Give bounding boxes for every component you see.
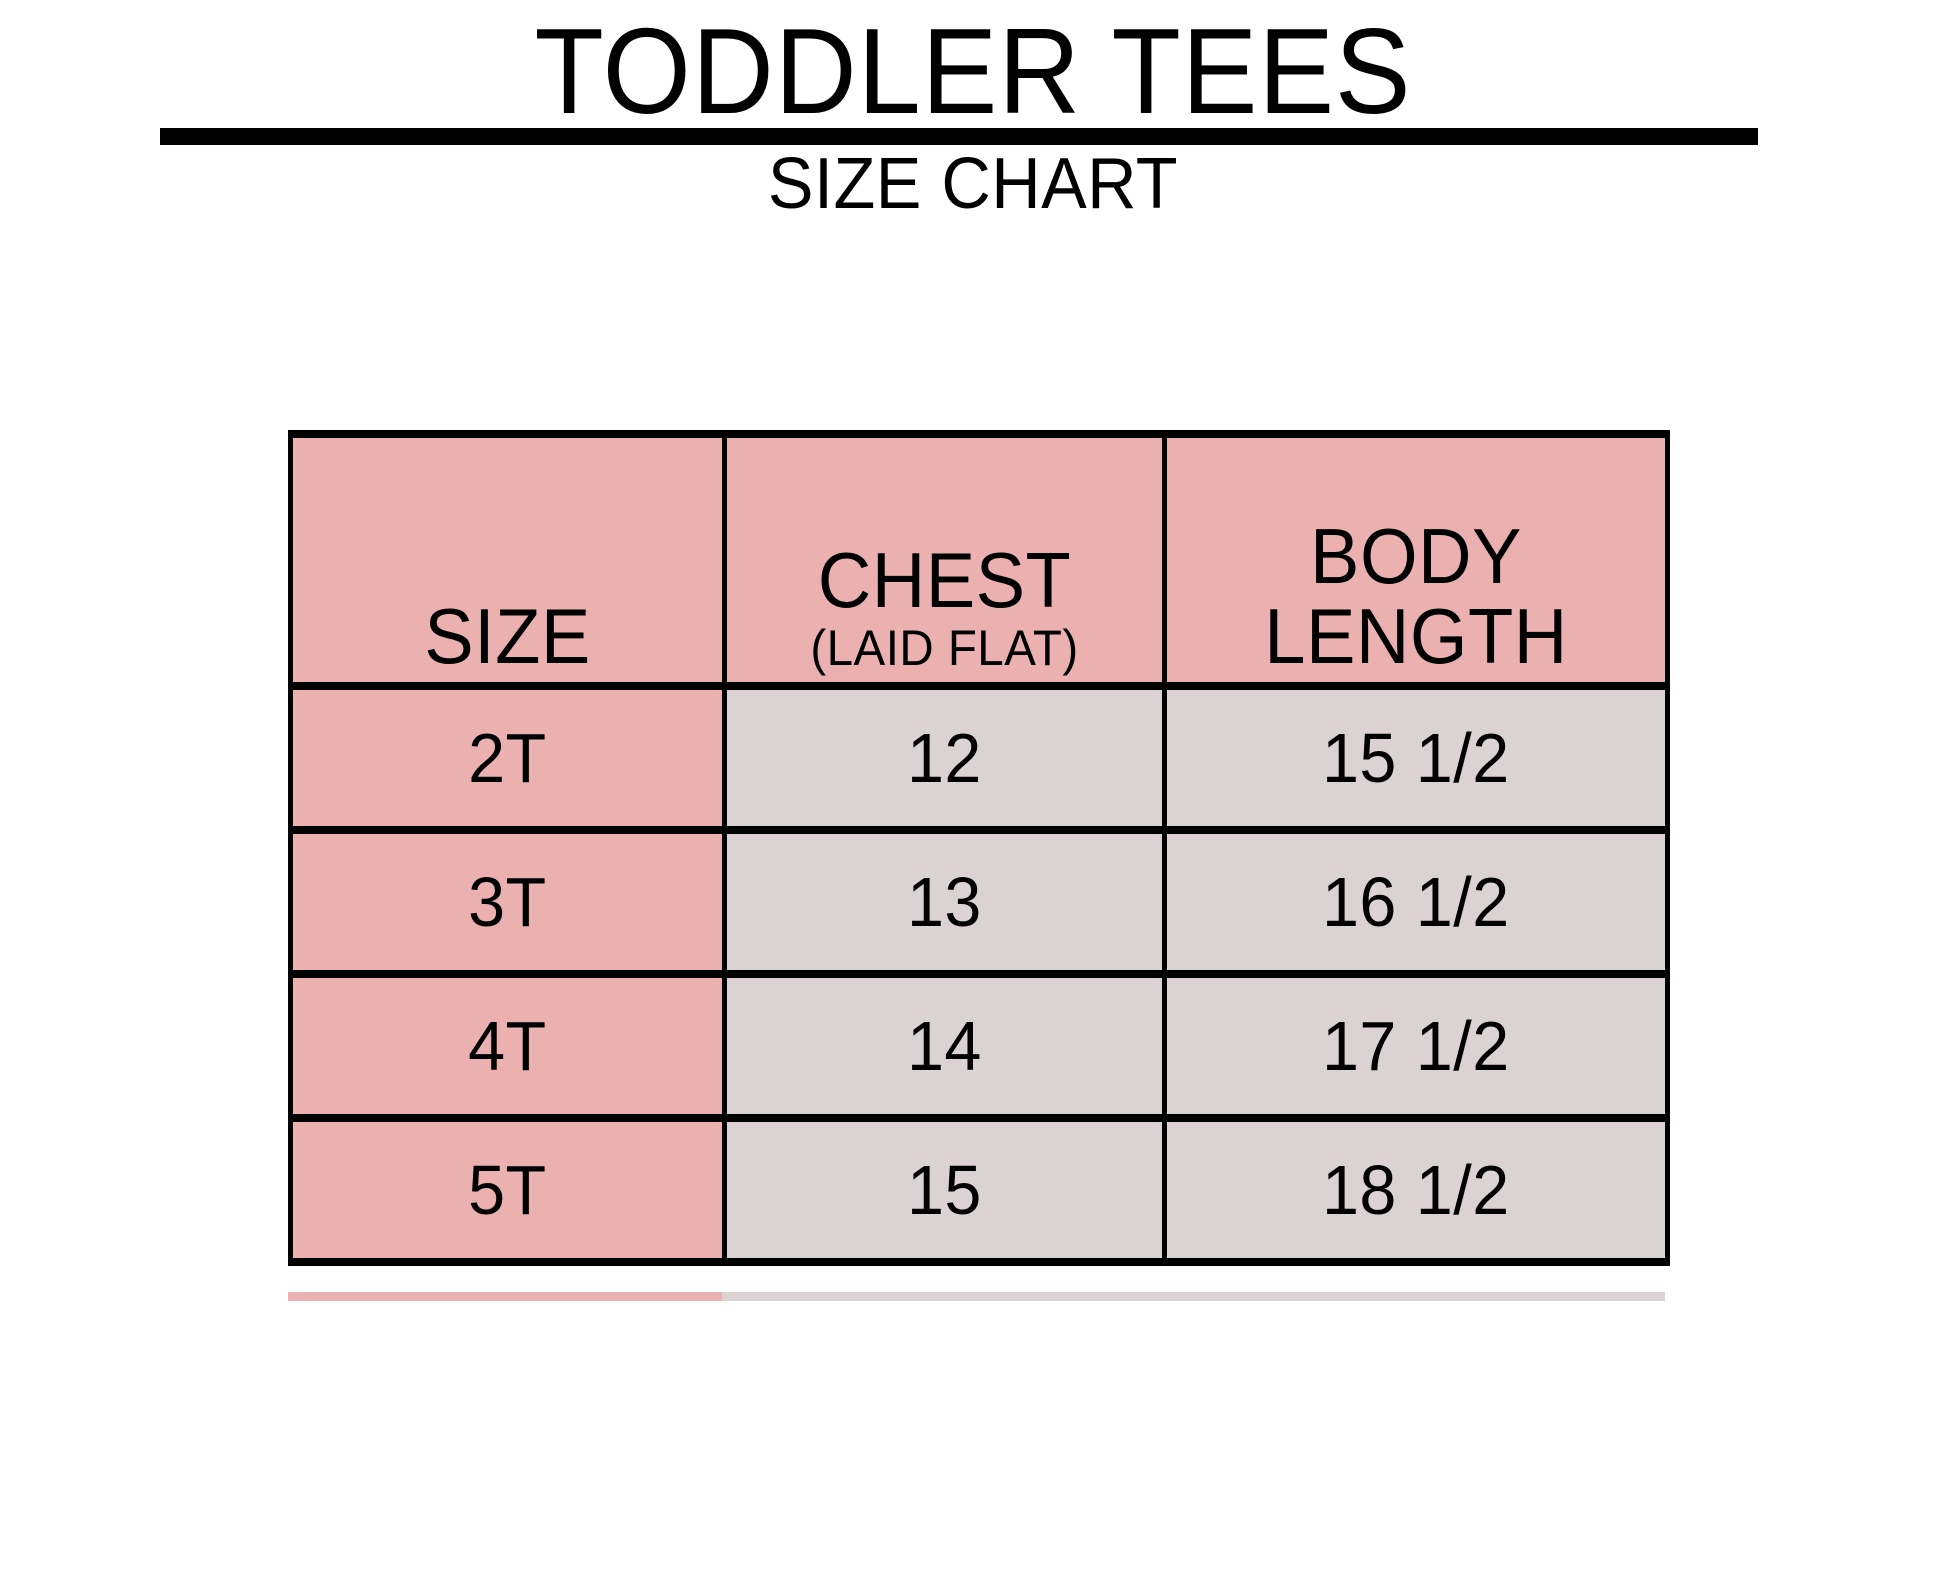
cell-chest: 15: [722, 1114, 1167, 1266]
page-subtitle: SIZE CHART: [767, 144, 1179, 224]
column-header-chest-label: CHEST: [817, 536, 1072, 624]
cell-size-value: 5T: [468, 1151, 547, 1229]
cell-body-length-value: 15 1/2: [1322, 719, 1510, 797]
column-header-body-label: BODY: [1310, 512, 1522, 600]
cell-chest: 13: [722, 826, 1167, 978]
cell-size: 2T: [288, 682, 727, 834]
cell-size: 4T: [288, 970, 727, 1122]
column-header-size-label: SIZE: [424, 592, 591, 680]
cell-chest-value: 14: [907, 1007, 982, 1085]
cell-body-length-value: 18 1/2: [1322, 1151, 1510, 1229]
size-chart-table: SIZE CHEST (LAID FLAT) BODY LENGTH 2T 12: [288, 430, 1670, 1266]
header-row: SIZE CHEST (LAID FLAT) BODY LENGTH: [288, 430, 1670, 690]
table-row: 3T 13 16 1/2: [288, 826, 1670, 978]
cell-size-value: 3T: [468, 863, 547, 941]
cell-chest: 14: [722, 970, 1167, 1122]
cell-chest-value: 13: [907, 863, 982, 941]
cell-chest-value: 15: [907, 1151, 982, 1229]
table-row: 5T 15 18 1/2: [288, 1114, 1670, 1266]
table-row: 4T 14 17 1/2: [288, 970, 1670, 1122]
column-header-length-label: LENGTH: [1264, 592, 1568, 680]
cell-size-value: 4T: [468, 1007, 547, 1085]
cell-size-value: 2T: [468, 719, 547, 797]
cell-body-length: 18 1/2: [1162, 1114, 1670, 1266]
title-divider-rule: [160, 128, 1758, 145]
table-header: SIZE CHEST (LAID FLAT) BODY LENGTH: [288, 430, 1670, 690]
cell-size: 5T: [288, 1114, 727, 1266]
column-header-size: SIZE: [288, 430, 727, 690]
cell-body-length: 17 1/2: [1162, 970, 1670, 1122]
table-row: 2T 12 15 1/2: [288, 682, 1670, 834]
cell-body-length: 16 1/2: [1162, 826, 1670, 978]
clipped-cell-body: [1162, 1292, 1665, 1301]
size-chart-container: SIZE CHEST (LAID FLAT) BODY LENGTH 2T 12: [288, 430, 1670, 1266]
cell-chest-value: 12: [907, 719, 982, 797]
cell-size: 3T: [288, 826, 727, 978]
cell-body-length-value: 16 1/2: [1322, 863, 1510, 941]
clipped-cell-chest: [722, 1292, 1162, 1301]
clipped-cell-size: [288, 1292, 722, 1301]
cell-body-length: 15 1/2: [1162, 682, 1670, 834]
cell-chest: 12: [722, 682, 1167, 834]
clipped-row-sliver: [288, 1292, 1665, 1301]
cell-body-length-value: 17 1/2: [1322, 1007, 1510, 1085]
page-title: TODDLER TEES: [534, 3, 1412, 139]
column-header-body-length: BODY LENGTH: [1162, 430, 1670, 690]
column-header-chest-sublabel: (LAID FLAT): [810, 620, 1079, 676]
column-header-chest: CHEST (LAID FLAT): [722, 430, 1167, 690]
table-body: 2T 12 15 1/2 3T 13 16 1/2: [288, 682, 1670, 1266]
